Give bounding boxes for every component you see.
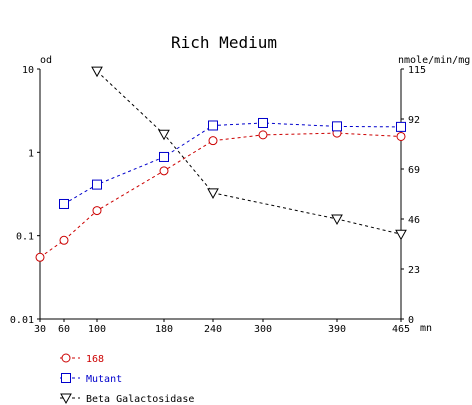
series-layer bbox=[35, 66, 407, 262]
right-tick-label: 46 bbox=[408, 215, 420, 226]
data-point bbox=[91, 66, 103, 78]
legend-item: Mutant bbox=[60, 373, 122, 385]
x-tick-label: 240 bbox=[204, 324, 222, 335]
left-tick-label: 0.01 bbox=[10, 315, 34, 326]
legend-marker bbox=[60, 393, 72, 405]
data-point bbox=[208, 120, 218, 131]
series-line bbox=[39, 132, 402, 258]
right-tick-label: 23 bbox=[408, 265, 420, 276]
legend-item: Beta Galactosidase bbox=[60, 393, 194, 405]
data-point bbox=[258, 117, 268, 128]
data-point bbox=[331, 214, 343, 226]
data-point bbox=[396, 131, 406, 141]
data-point bbox=[207, 188, 219, 199]
data-point bbox=[395, 229, 407, 241]
legend: 168 Mutant Beta Galactosidase bbox=[60, 353, 194, 405]
right-tick-label: 92 bbox=[408, 115, 420, 126]
data-point bbox=[92, 206, 102, 216]
chart-title: Rich Medium bbox=[171, 33, 277, 52]
legend-marker bbox=[61, 353, 71, 363]
data-point bbox=[92, 179, 102, 190]
x-tick-label: 100 bbox=[88, 324, 106, 335]
legend-marker bbox=[61, 373, 71, 383]
legend-label: 168 bbox=[86, 354, 104, 365]
x-axis-unit-label: mn bbox=[420, 323, 432, 334]
x-tick-label: 390 bbox=[328, 324, 346, 335]
series-line bbox=[63, 122, 402, 205]
x-tick-label: 465 bbox=[392, 324, 410, 335]
legend-item: 168 bbox=[60, 353, 104, 365]
right-tick-label: 115 bbox=[408, 65, 426, 76]
legend-label: Beta Galactosidase bbox=[86, 394, 194, 405]
right-axis-unit-label: nmole/min/mg bbox=[398, 55, 470, 66]
data-point bbox=[258, 130, 268, 140]
left-axis-unit-label: od bbox=[40, 55, 52, 66]
data-point bbox=[35, 252, 45, 262]
left-tick-label: 10 bbox=[22, 65, 34, 76]
data-point bbox=[59, 235, 69, 245]
left-tick-label: 0.1 bbox=[16, 232, 34, 243]
x-tick-label: 30 bbox=[34, 324, 46, 335]
data-point bbox=[396, 121, 406, 132]
data-point bbox=[158, 129, 170, 141]
series-0 bbox=[35, 128, 406, 262]
left-tick-label: 1 bbox=[28, 148, 34, 159]
data-point bbox=[159, 151, 169, 162]
series-2 bbox=[91, 66, 407, 241]
data-point bbox=[208, 136, 218, 146]
x-tick-label: 300 bbox=[254, 324, 272, 335]
right-tick-label: 0 bbox=[408, 315, 414, 326]
x-tick-label: 180 bbox=[155, 324, 173, 335]
series-1 bbox=[59, 117, 406, 209]
x-tick-label: 60 bbox=[58, 324, 70, 335]
right-tick-label: 69 bbox=[408, 165, 420, 176]
data-point bbox=[59, 198, 69, 209]
data-point bbox=[332, 121, 342, 132]
legend-label: Mutant bbox=[86, 374, 122, 385]
data-point bbox=[159, 166, 169, 176]
series-line bbox=[96, 70, 402, 235]
